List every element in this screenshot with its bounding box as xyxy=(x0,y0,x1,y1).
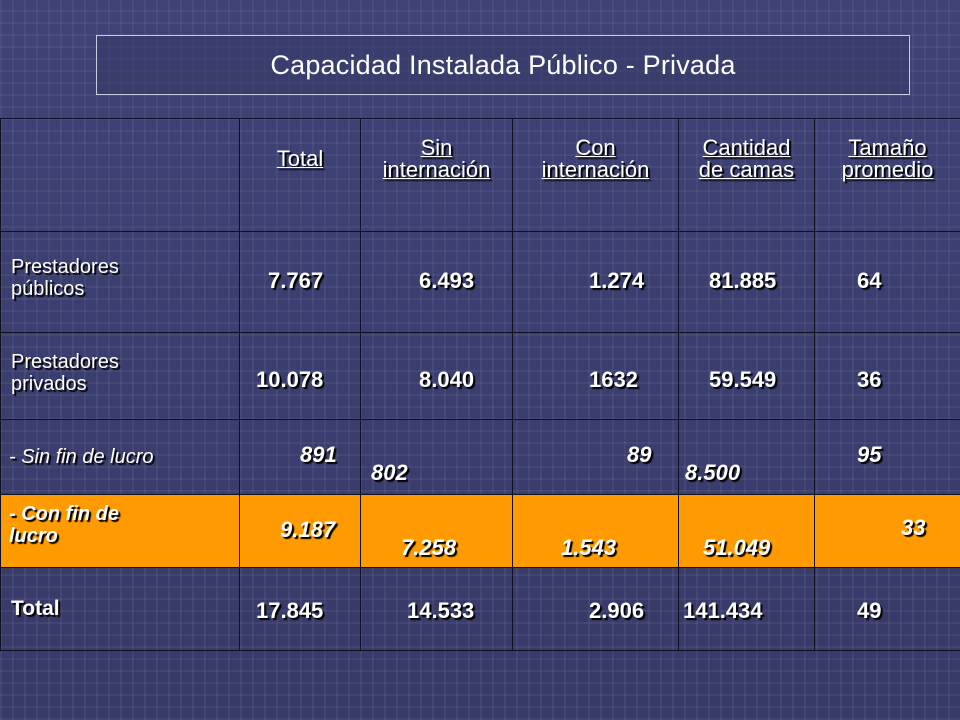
cell-con: 1.274 xyxy=(512,231,679,333)
cell-sin: 6.493 xyxy=(360,231,513,333)
cell-total: 10.078 xyxy=(239,332,361,420)
table-row: Prestadores privados 10.078 8.040 1632 59… xyxy=(0,332,960,420)
header-con-line2: internación xyxy=(541,157,650,182)
cell-camas: 59.549 xyxy=(678,332,815,420)
cell-sin: 7.258 xyxy=(360,494,513,568)
cell-sin: 8.040 xyxy=(360,332,513,420)
cell-con: 2.906 xyxy=(512,567,679,651)
cell-total: 17.845 xyxy=(239,567,361,651)
capacity-table: Total Sin internación Con internación Cant… xyxy=(0,118,960,651)
cell-camas: 81.885 xyxy=(678,231,815,333)
header-tamano-promedio: Tamaño promedio xyxy=(814,118,960,232)
row-label-con-fin-lucro: - Con fin de lucro xyxy=(0,494,240,568)
row-label-total: Total xyxy=(0,567,240,651)
header-cantidad-camas: Cantidad de camas xyxy=(678,118,815,232)
header-camas-line2: de camas xyxy=(698,157,795,182)
header-empty xyxy=(0,118,240,232)
cell-con: 89 xyxy=(512,419,679,495)
header-total: Total xyxy=(239,118,361,232)
cell-total: 7.767 xyxy=(239,231,361,333)
cell-tamano: 36 xyxy=(814,332,960,420)
cell-total: 891 xyxy=(239,419,361,495)
table-row: - Sin fin de lucro 891 802 89 8.500 95 xyxy=(0,419,960,495)
table-row: Prestadores públicos 7.767 6.493 1.274 81… xyxy=(0,231,960,333)
cell-camas: 8.500 xyxy=(678,419,815,495)
header-row: Total Sin internación Con internación Cant… xyxy=(0,118,960,232)
table-row-highlighted: - Con fin de lucro 9.187 7.258 1.543 51.0… xyxy=(0,494,960,568)
cell-tamano: 33 xyxy=(814,494,960,568)
row-label-privados: Prestadores privados xyxy=(0,332,240,420)
cell-tamano: 64 xyxy=(814,231,960,333)
slide-title-box: Capacidad Instalada Público - Privada xyxy=(96,35,910,95)
header-sin-line2: internación xyxy=(382,157,491,182)
header-total-label: Total xyxy=(276,146,324,171)
cell-camas: 51.049 xyxy=(678,494,815,568)
cell-camas: 141.434 xyxy=(678,567,815,651)
header-tam-line1: Tamaño xyxy=(848,135,927,160)
cell-tamano: 49 xyxy=(814,567,960,651)
cell-con: 1632 xyxy=(512,332,679,420)
header-con-line1: Con xyxy=(575,135,616,160)
row-label-sin-fin-lucro: - Sin fin de lucro xyxy=(0,419,240,495)
header-sin-line1: Sin xyxy=(420,135,453,160)
header-sin-internacion: Sin internación xyxy=(360,118,513,232)
row-label-publicos: Prestadores públicos xyxy=(0,231,240,333)
cell-con: 1.543 xyxy=(512,494,679,568)
slide-title: Capacidad Instalada Público - Privada xyxy=(270,49,736,80)
cell-total: 9.187 xyxy=(239,494,361,568)
header-tam-line2: promedio xyxy=(841,157,934,182)
cell-sin: 14.533 xyxy=(360,567,513,651)
cell-tamano: 95 xyxy=(814,419,960,495)
header-con-internacion: Con internación xyxy=(512,118,679,232)
cell-sin: 802 xyxy=(360,419,513,495)
header-camas-line1: Cantidad xyxy=(702,135,791,160)
table-row-total: Total 17.845 14.533 2.906 141.434 49 xyxy=(0,567,960,651)
